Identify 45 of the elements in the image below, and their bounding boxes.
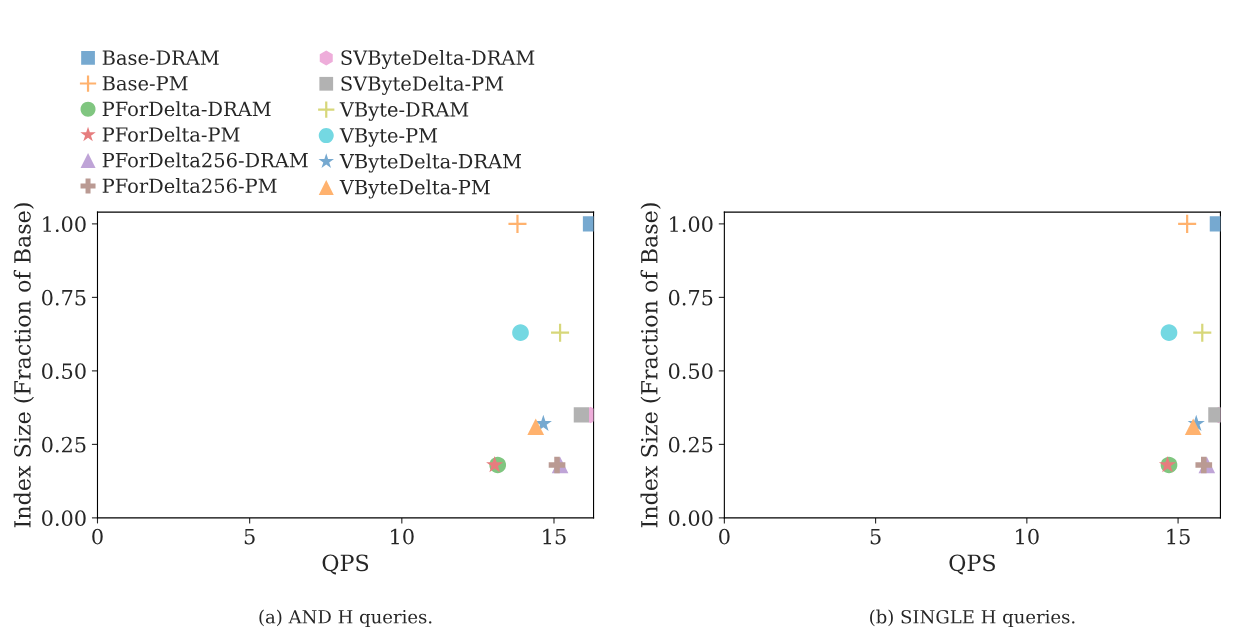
legend-label: VByte-PM xyxy=(339,128,438,147)
y-tick-label: 0.50 xyxy=(42,363,86,380)
y-tick-label: 0.00 xyxy=(42,510,86,527)
x-tick-label: 5 xyxy=(244,528,255,545)
y-tick-label: 0.50 xyxy=(668,363,713,380)
y-tick-label: 0.25 xyxy=(668,436,713,453)
legend-label: VByte-DRAM xyxy=(339,102,469,121)
point xyxy=(1184,418,1202,436)
point xyxy=(1192,322,1213,343)
text: (a) AND H queries. xyxy=(259,609,432,628)
point xyxy=(507,213,528,235)
y-axis-title: Index Size (Fraction of Base) xyxy=(13,203,34,528)
x-axis-title: QPS xyxy=(949,554,995,575)
y-tick-label: 0.25 xyxy=(42,436,86,453)
legend-label: Base-PM xyxy=(102,76,188,91)
legend-label: VByteDelta-PM xyxy=(339,179,490,199)
y-tick-label: 1.00 xyxy=(43,216,86,233)
text: (b) SINGLE H queries. xyxy=(870,609,1075,628)
point xyxy=(549,322,571,343)
legend-label: Base-DRAM xyxy=(102,50,219,65)
x-tick-label: 0 xyxy=(92,528,103,545)
point xyxy=(1177,213,1198,235)
point xyxy=(573,407,590,423)
legend-label: PForDelta256-DRAM xyxy=(102,152,308,168)
x-tick-label: 10 xyxy=(1016,528,1039,545)
y-axis-title: Index Size (Fraction of Base) xyxy=(640,203,661,528)
legend-label: PForDelta-DRAM xyxy=(102,101,271,117)
point xyxy=(1160,324,1178,341)
legend-label: SVByteDelta-DRAM xyxy=(341,49,535,70)
x-tick-label: 15 xyxy=(1167,528,1190,545)
y-tick-label: 0.75 xyxy=(668,289,713,306)
legend-label: PForDelta256-PM xyxy=(102,178,277,194)
y-tick-label: 0.00 xyxy=(668,510,713,527)
x-tick-label: 0 xyxy=(719,528,730,545)
y-tick-label: 1.00 xyxy=(670,216,713,233)
x-tick-label: 15 xyxy=(543,528,566,545)
point xyxy=(527,418,545,436)
legend-label: PForDelta-PM xyxy=(102,126,240,142)
x-axis-title: QPS xyxy=(322,554,369,575)
legend-label: SVByteDelta-PM xyxy=(341,75,504,95)
point xyxy=(512,324,529,341)
legend-label: VByteDelta-DRAM xyxy=(339,153,521,173)
x-tick-label: 10 xyxy=(391,528,414,545)
x-tick-label: 5 xyxy=(870,528,881,545)
y-tick-label: 0.75 xyxy=(42,289,86,306)
